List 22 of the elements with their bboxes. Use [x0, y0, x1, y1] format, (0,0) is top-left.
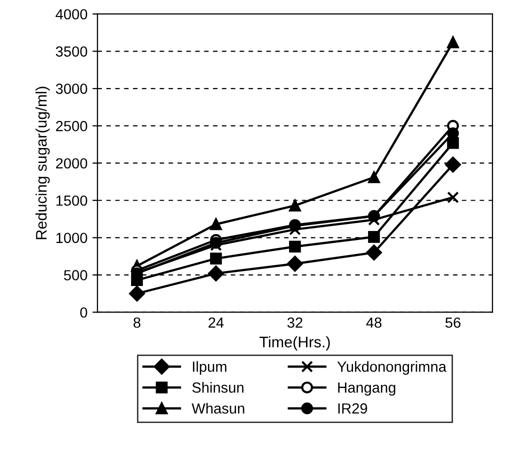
- x-tick-label: 24: [208, 317, 224, 328]
- y-axis-title: Reducing sugar(ug/ml): [36, 86, 50, 240]
- legend-label: IR29: [338, 403, 368, 414]
- x-tick-label: 8: [134, 317, 140, 328]
- x-tick-label: 32: [287, 317, 302, 328]
- y-tick-label: 3000: [56, 84, 88, 94]
- y-tick-label: 1000: [56, 232, 88, 244]
- y-tick-label: 2000: [56, 158, 88, 169]
- y-tick-label: 1500: [56, 195, 88, 206]
- y-tick-label: 2500: [56, 120, 88, 132]
- y-tick-label: 500: [64, 270, 88, 280]
- legend-label: Yukdonongrimna: [337, 361, 446, 375]
- y-tick-label: 0: [80, 307, 88, 318]
- x-tick-label: 48: [366, 317, 382, 328]
- legend-label: Ilpum: [192, 361, 226, 375]
- legend-label: Shinsun: [192, 382, 244, 393]
- legend-label: Hangang: [338, 382, 396, 396]
- x-tick-label: 56: [445, 317, 460, 328]
- y-tick-label: 3500: [56, 46, 88, 57]
- x-axis-title: Time(Hrs.): [260, 336, 330, 350]
- y-tick-label: 4000: [56, 9, 88, 20]
- legend-label: Whasun: [192, 402, 244, 414]
